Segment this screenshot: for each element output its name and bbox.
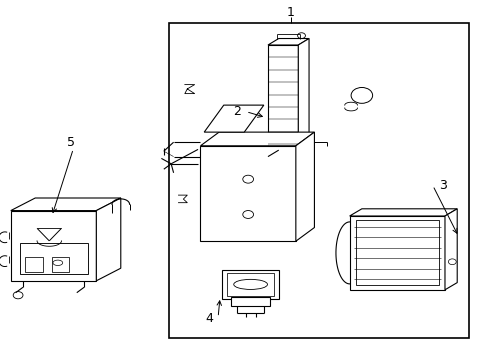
Polygon shape xyxy=(349,209,456,216)
Bar xyxy=(349,216,444,290)
Bar xyxy=(267,45,298,157)
Text: 5: 5 xyxy=(67,136,75,149)
Bar xyxy=(168,23,468,338)
Bar xyxy=(227,273,273,296)
Polygon shape xyxy=(204,105,264,132)
Bar xyxy=(200,146,295,241)
Bar xyxy=(11,211,96,281)
Text: 4: 4 xyxy=(205,312,213,325)
Bar xyxy=(355,220,438,285)
Bar xyxy=(20,243,87,274)
Bar xyxy=(52,257,69,272)
Bar xyxy=(222,270,278,299)
Polygon shape xyxy=(298,39,308,157)
Polygon shape xyxy=(444,209,456,290)
Text: 2: 2 xyxy=(233,105,241,118)
Text: 1: 1 xyxy=(286,6,294,19)
Bar xyxy=(231,297,269,306)
Polygon shape xyxy=(267,39,308,45)
Polygon shape xyxy=(200,132,314,146)
Text: 3: 3 xyxy=(438,179,446,192)
Bar xyxy=(25,257,42,272)
Polygon shape xyxy=(11,198,121,211)
Polygon shape xyxy=(295,132,314,241)
Polygon shape xyxy=(96,198,121,281)
